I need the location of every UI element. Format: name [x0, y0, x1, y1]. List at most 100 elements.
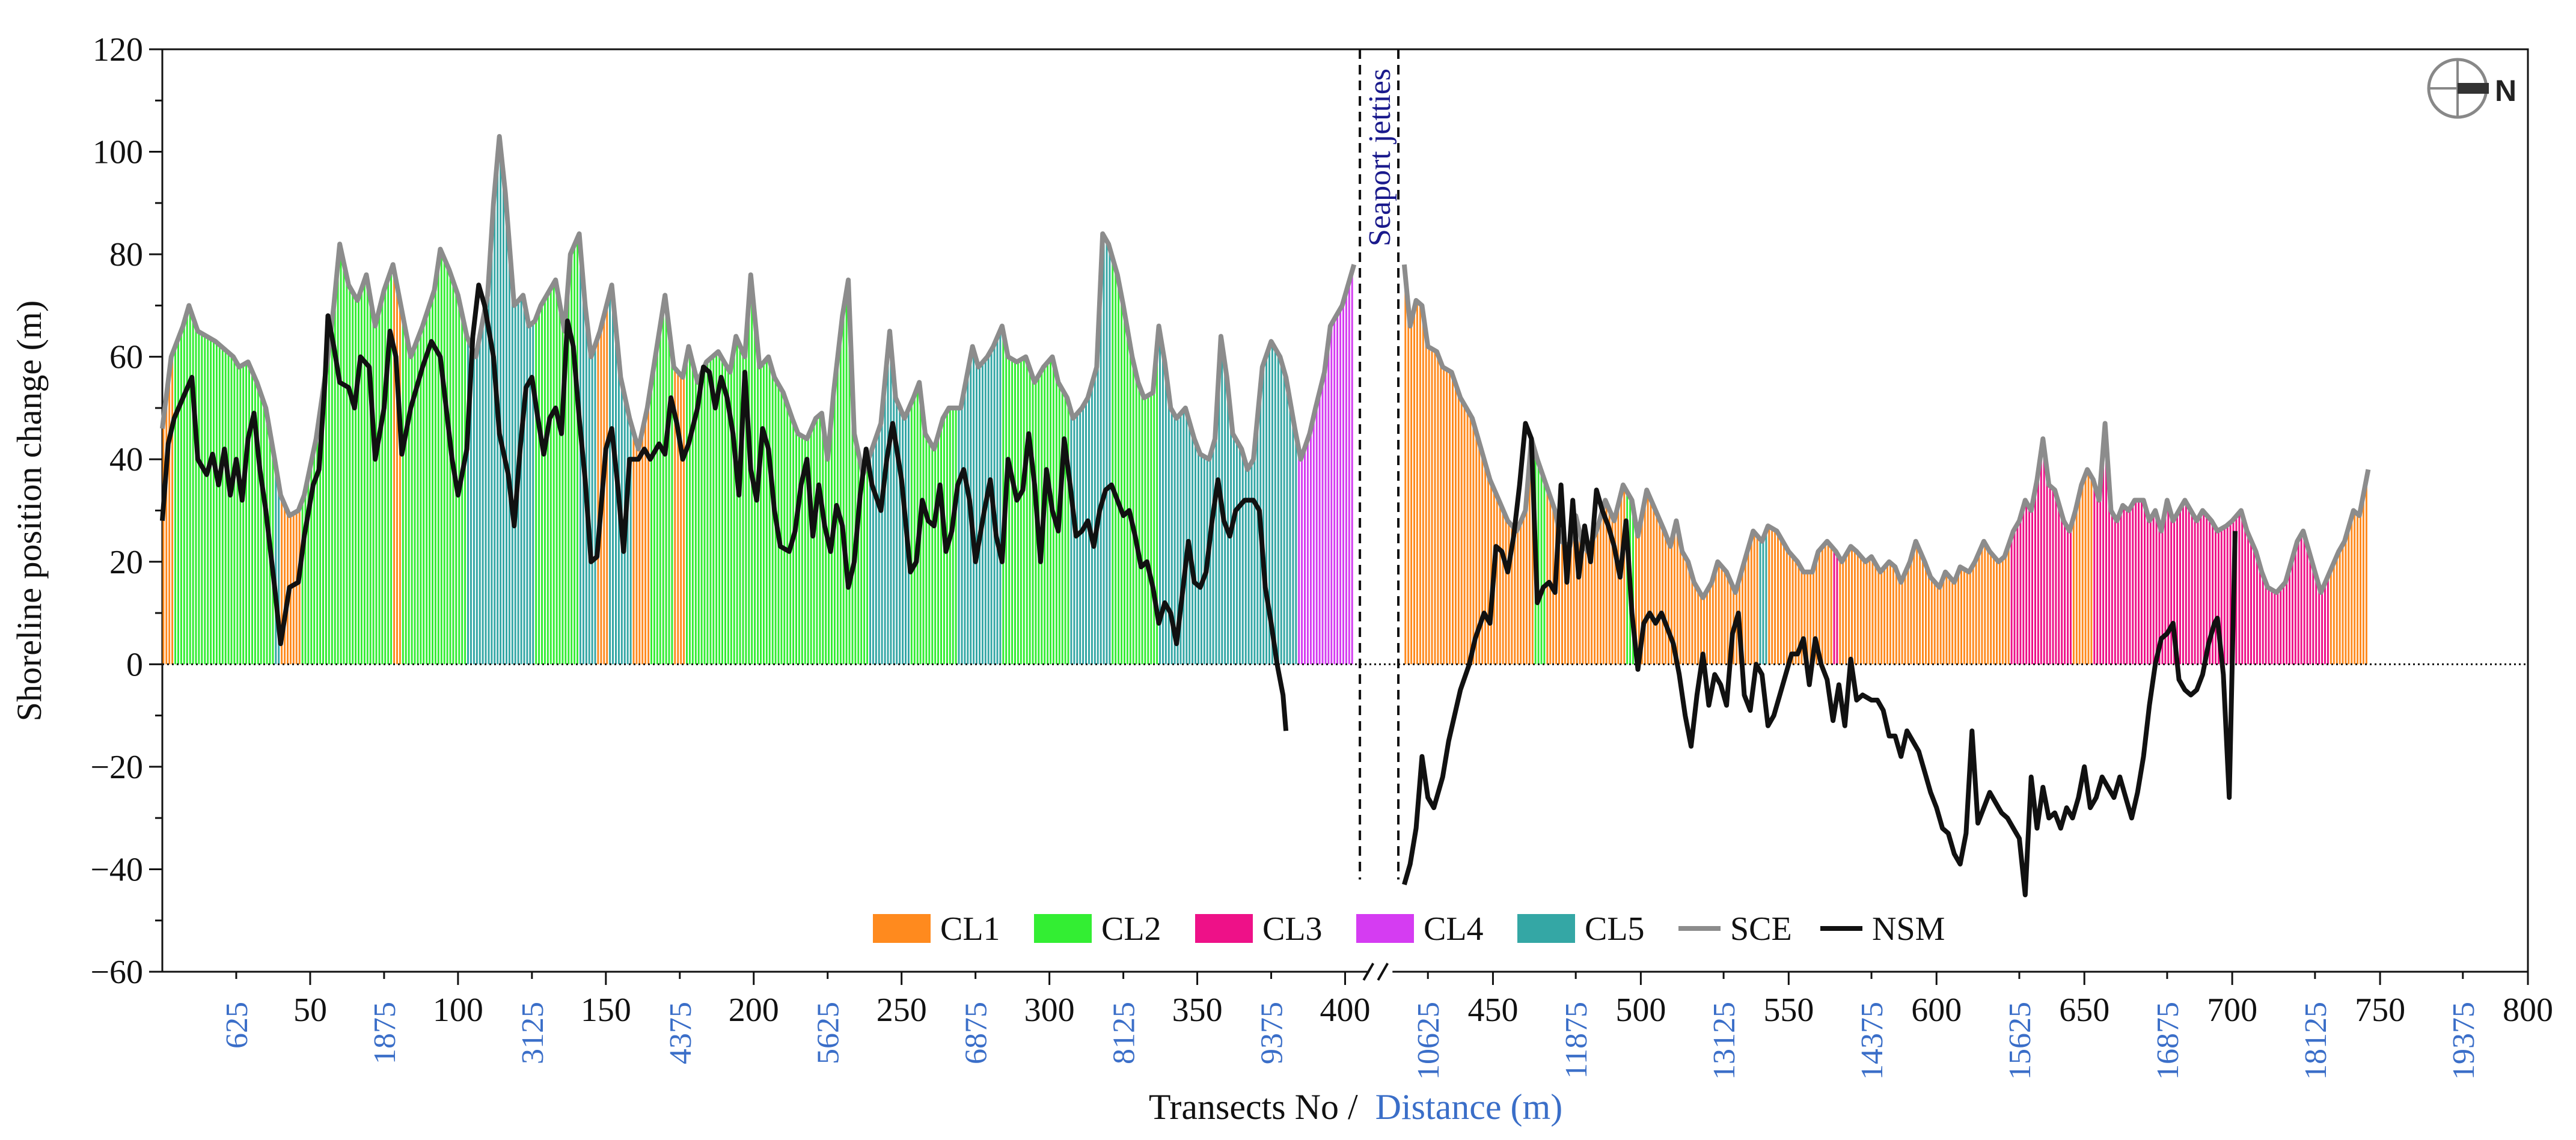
- bar-cl3: [2022, 505, 2025, 665]
- bar-cl1: [1594, 534, 1596, 665]
- bar-cl1: [1700, 595, 1703, 665]
- bar-cl1: [1848, 549, 1850, 665]
- bar-cl2: [461, 315, 463, 665]
- bar-cl3: [2268, 588, 2270, 665]
- bar-cl1: [1558, 533, 1560, 665]
- bar-cl1: [1434, 350, 1436, 665]
- bar-cl2: [1132, 363, 1134, 665]
- bar-cl2: [411, 353, 413, 665]
- bar-cl3: [2247, 534, 2250, 665]
- bar-cl2: [1061, 390, 1063, 665]
- bar-cl3: [2291, 556, 2293, 665]
- distance-tick-label: 16875: [2151, 1002, 2185, 1080]
- bar-cl4: [1324, 361, 1327, 665]
- bar-cl2: [349, 287, 351, 665]
- bar-cl5: [872, 445, 874, 665]
- bar-cl1: [1694, 585, 1696, 665]
- bar-cl1: [1845, 554, 1847, 665]
- bar-cl2: [780, 390, 783, 665]
- bar-cl1: [1564, 543, 1566, 665]
- bar-cl5: [278, 486, 280, 665]
- bar-cl2: [955, 407, 957, 665]
- x-tick-label: 800: [2503, 992, 2553, 1029]
- bar-cl1: [1490, 483, 1492, 665]
- bar-cl3: [2309, 556, 2311, 665]
- bar-cl1: [1824, 543, 1826, 665]
- x-tick-label: 100: [433, 992, 483, 1029]
- bar-cl1: [2001, 558, 2004, 665]
- bar-cl1: [1907, 565, 1909, 665]
- bar-cl1: [1419, 304, 1421, 665]
- bar-cl1: [1874, 564, 1877, 665]
- bar-cl5: [1176, 416, 1179, 665]
- bar-cl1: [1525, 492, 1528, 665]
- bar-cl4: [1312, 414, 1315, 665]
- bar-cl3: [2324, 582, 2326, 665]
- bar-cl2: [736, 340, 738, 665]
- bar-cl1: [2354, 511, 2356, 665]
- bar-cl1: [1996, 559, 1998, 665]
- bar-cl1: [1641, 513, 1643, 665]
- bar-cl5: [500, 150, 502, 665]
- bar-cl2: [218, 345, 221, 665]
- bar-cl2: [860, 468, 863, 665]
- bar-cl5: [591, 352, 593, 665]
- bar-cl2: [724, 364, 726, 665]
- bar-cl2: [577, 237, 578, 665]
- bar-cl2: [420, 329, 422, 665]
- bar-cl1: [2078, 491, 2081, 665]
- x-tick-label: 200: [729, 992, 779, 1029]
- bar-cl1: [1431, 349, 1433, 665]
- bar-cl3: [2102, 442, 2105, 665]
- bar-cl2: [922, 421, 925, 665]
- bar-cl2: [239, 366, 242, 665]
- bar-cl2: [730, 363, 732, 665]
- bar-cl5: [1173, 415, 1176, 665]
- bar-cl3: [2016, 523, 2019, 665]
- bar-cl2: [848, 318, 851, 665]
- bar-cl5: [526, 318, 528, 665]
- bar-cl3: [2244, 526, 2247, 665]
- x-tick-label: 350: [1172, 992, 1223, 1029]
- y-tick-label: 20: [109, 544, 143, 581]
- bar-cl1: [396, 287, 398, 665]
- bar-cl1: [1954, 578, 1957, 665]
- bar-cl5: [1218, 362, 1220, 665]
- bar-cl2: [242, 364, 245, 665]
- bar-cl3: [2303, 536, 2305, 665]
- bar-cl2: [346, 278, 348, 665]
- bar-cl1: [1856, 553, 1859, 665]
- legend-label-nsm: NSM: [1872, 910, 1945, 948]
- bar-cl1: [1957, 570, 1960, 665]
- bar-cl2: [1129, 348, 1131, 665]
- bar-cl5: [1195, 442, 1196, 665]
- bar-cl2: [1632, 509, 1634, 665]
- bar-cl1: [1443, 368, 1445, 665]
- bar-cl2: [213, 340, 215, 665]
- bar-cl1: [1919, 551, 1921, 665]
- y-axis-label: Shoreline position change (m): [10, 300, 49, 722]
- bar-cl3: [2046, 473, 2048, 665]
- bar-cl1: [1588, 548, 1590, 665]
- bar-cl3: [2052, 489, 2054, 665]
- bar-cl5: [594, 344, 596, 665]
- bar-cl5: [532, 322, 534, 665]
- bar-cl1: [1730, 582, 1732, 665]
- bar-cl3: [2040, 449, 2042, 665]
- bar-cl5: [1280, 362, 1282, 665]
- bar-cl3: [2028, 508, 2031, 665]
- bar-cl1: [1682, 554, 1684, 665]
- bar-cl2: [1138, 386, 1140, 665]
- bar-cl3: [2197, 518, 2199, 665]
- bar-cl3: [2306, 546, 2308, 665]
- bar-cl1: [1567, 545, 1569, 665]
- axis-break-mark: [1362, 963, 1374, 981]
- bar-cl1: [1460, 400, 1463, 665]
- bar-cl1: [2087, 472, 2090, 665]
- bar-cl1: [1827, 543, 1829, 665]
- bar-cl2: [863, 470, 866, 665]
- distance-tick-label: 8125: [1107, 1002, 1142, 1064]
- bar-cl3: [2259, 567, 2261, 665]
- bar-cl2: [822, 424, 824, 665]
- bar-cl4: [1336, 313, 1339, 665]
